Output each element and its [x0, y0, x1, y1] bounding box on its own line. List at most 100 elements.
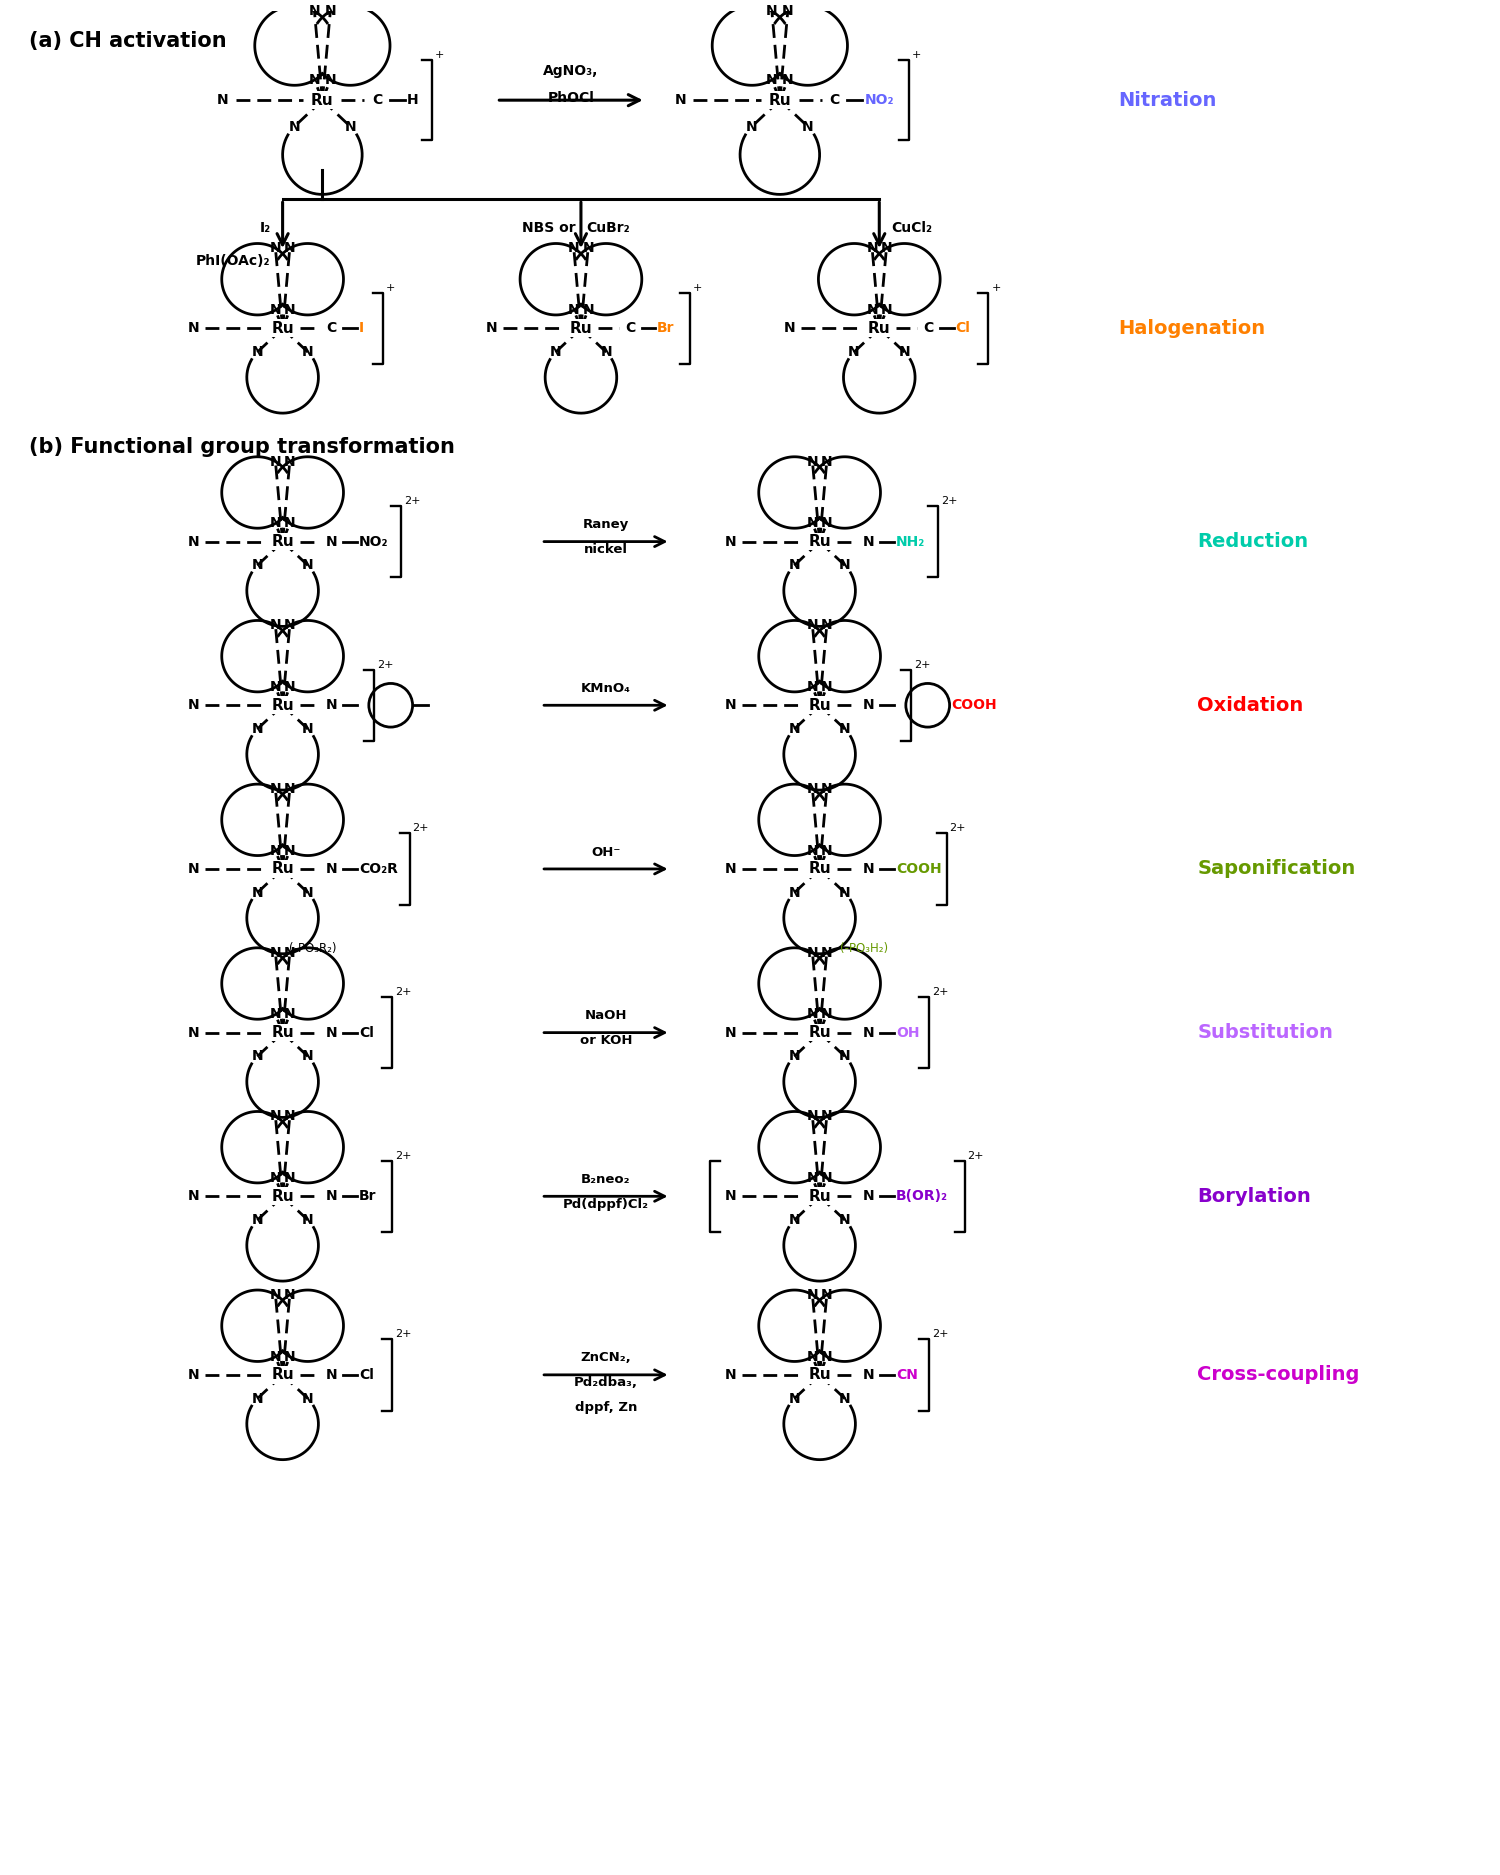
Text: N: N	[746, 120, 758, 133]
Text: N: N	[821, 1350, 833, 1363]
Text: N: N	[270, 1172, 282, 1185]
Text: N: N	[270, 304, 282, 317]
Text: N: N	[188, 1369, 200, 1382]
Text: N: N	[582, 242, 594, 255]
Text: N: N	[284, 1172, 296, 1185]
Text: N: N	[782, 4, 794, 19]
Text: N: N	[252, 345, 262, 360]
Text: N: N	[821, 782, 833, 795]
Text: Ru: Ru	[272, 321, 294, 336]
Text: C: C	[830, 94, 840, 107]
Text: Substitution: Substitution	[1197, 1024, 1334, 1043]
Text: +: +	[992, 283, 1000, 292]
Text: N: N	[270, 844, 282, 857]
Text: B(OR)₂: B(OR)₂	[896, 1189, 948, 1204]
Text: N: N	[284, 454, 296, 469]
Text: (-PO₃H₂): (-PO₃H₂)	[840, 941, 888, 954]
Text: Cross-coupling: Cross-coupling	[1197, 1365, 1360, 1384]
Text: N: N	[270, 454, 282, 469]
Text: Ru: Ru	[272, 534, 294, 549]
Text: N: N	[862, 1369, 874, 1382]
Text: N: N	[789, 722, 800, 737]
Text: N: N	[766, 73, 777, 86]
Text: N: N	[821, 1007, 833, 1022]
Text: Cl: Cl	[358, 1369, 374, 1382]
Text: Ru: Ru	[310, 92, 333, 107]
Text: N: N	[284, 681, 296, 694]
Text: N: N	[270, 619, 282, 632]
Text: N: N	[270, 782, 282, 795]
Text: N: N	[867, 304, 877, 317]
Text: N: N	[302, 1391, 313, 1406]
Text: N: N	[862, 1026, 874, 1039]
Text: N: N	[821, 516, 833, 531]
Text: N: N	[568, 242, 579, 255]
Text: NO₂: NO₂	[358, 534, 388, 549]
Text: N: N	[217, 94, 229, 107]
Text: N: N	[302, 722, 313, 737]
Text: Ru: Ru	[808, 1026, 831, 1041]
Text: N: N	[821, 681, 833, 694]
Text: Borylation: Borylation	[1197, 1187, 1311, 1206]
Text: nickel: nickel	[584, 544, 628, 557]
Text: KMnO₄: KMnO₄	[580, 682, 632, 696]
Text: N: N	[270, 1007, 282, 1022]
Text: N: N	[270, 681, 282, 694]
Text: C: C	[924, 321, 933, 336]
Text: Halogenation: Halogenation	[1118, 319, 1264, 337]
Text: N: N	[807, 1288, 819, 1301]
Text: (b) Functional group transformation: (b) Functional group transformation	[28, 437, 454, 457]
Text: N: N	[847, 345, 859, 360]
Text: N: N	[188, 862, 200, 876]
Text: N: N	[802, 120, 814, 133]
Text: PhOCl: PhOCl	[548, 92, 594, 105]
Text: AgNO₃,: AgNO₃,	[543, 64, 598, 79]
Text: CuBr₂: CuBr₂	[586, 221, 630, 234]
Text: N: N	[284, 1007, 296, 1022]
Text: N: N	[862, 862, 874, 876]
Text: N: N	[284, 1110, 296, 1123]
Text: N: N	[288, 120, 300, 133]
Text: Nitration: Nitration	[1118, 90, 1216, 109]
Text: Pd(dppf)Cl₂: Pd(dppf)Cl₂	[562, 1198, 650, 1211]
Text: NH₂: NH₂	[896, 534, 926, 549]
Text: Reduction: Reduction	[1197, 532, 1308, 551]
Text: N: N	[807, 1172, 819, 1185]
Text: N: N	[284, 304, 296, 317]
Text: NBS or: NBS or	[522, 221, 576, 234]
Text: C: C	[327, 321, 338, 336]
Text: N: N	[821, 454, 833, 469]
Text: N: N	[807, 945, 819, 960]
Text: 2+: 2+	[376, 660, 393, 669]
Text: N: N	[270, 516, 282, 531]
Text: N: N	[839, 1050, 850, 1063]
Text: N: N	[789, 1050, 800, 1063]
Text: N: N	[188, 1026, 200, 1039]
Text: N: N	[724, 534, 736, 549]
Text: N: N	[807, 782, 819, 795]
Text: Raney: Raney	[582, 518, 628, 531]
Text: N: N	[782, 73, 794, 86]
Text: N: N	[284, 782, 296, 795]
Text: 2+: 2+	[413, 823, 429, 832]
Text: N: N	[284, 619, 296, 632]
Text: N: N	[302, 885, 313, 900]
Text: N: N	[839, 1391, 850, 1406]
Text: N: N	[302, 345, 313, 360]
Text: Ru: Ru	[272, 1189, 294, 1204]
Text: N: N	[789, 559, 800, 572]
Text: N: N	[784, 321, 795, 336]
Text: Ru: Ru	[808, 1367, 831, 1382]
Text: N: N	[270, 1350, 282, 1363]
Text: 2+: 2+	[940, 495, 957, 506]
Text: 2+: 2+	[404, 495, 420, 506]
Text: N: N	[326, 1369, 338, 1382]
Text: 2+: 2+	[950, 823, 966, 832]
Text: N: N	[789, 1391, 800, 1406]
Text: N: N	[284, 1350, 296, 1363]
Text: 2+: 2+	[932, 986, 948, 998]
Text: N: N	[550, 345, 561, 360]
Text: Cl: Cl	[358, 1026, 374, 1039]
Text: N: N	[302, 1213, 313, 1226]
Text: N: N	[326, 698, 338, 712]
